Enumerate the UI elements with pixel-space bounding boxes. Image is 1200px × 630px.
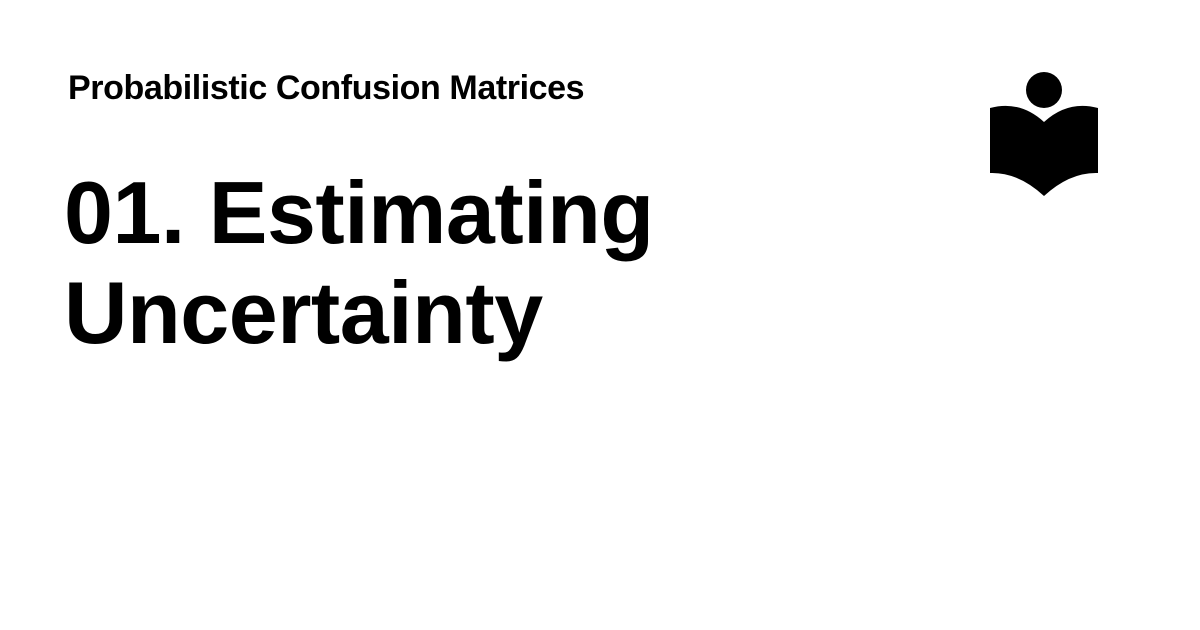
series-subtitle: Probabilistic Confusion Matrices: [68, 69, 585, 107]
reader-book-icon: [990, 72, 1098, 196]
page-title: 01. Estimating Uncertainty: [64, 163, 654, 362]
